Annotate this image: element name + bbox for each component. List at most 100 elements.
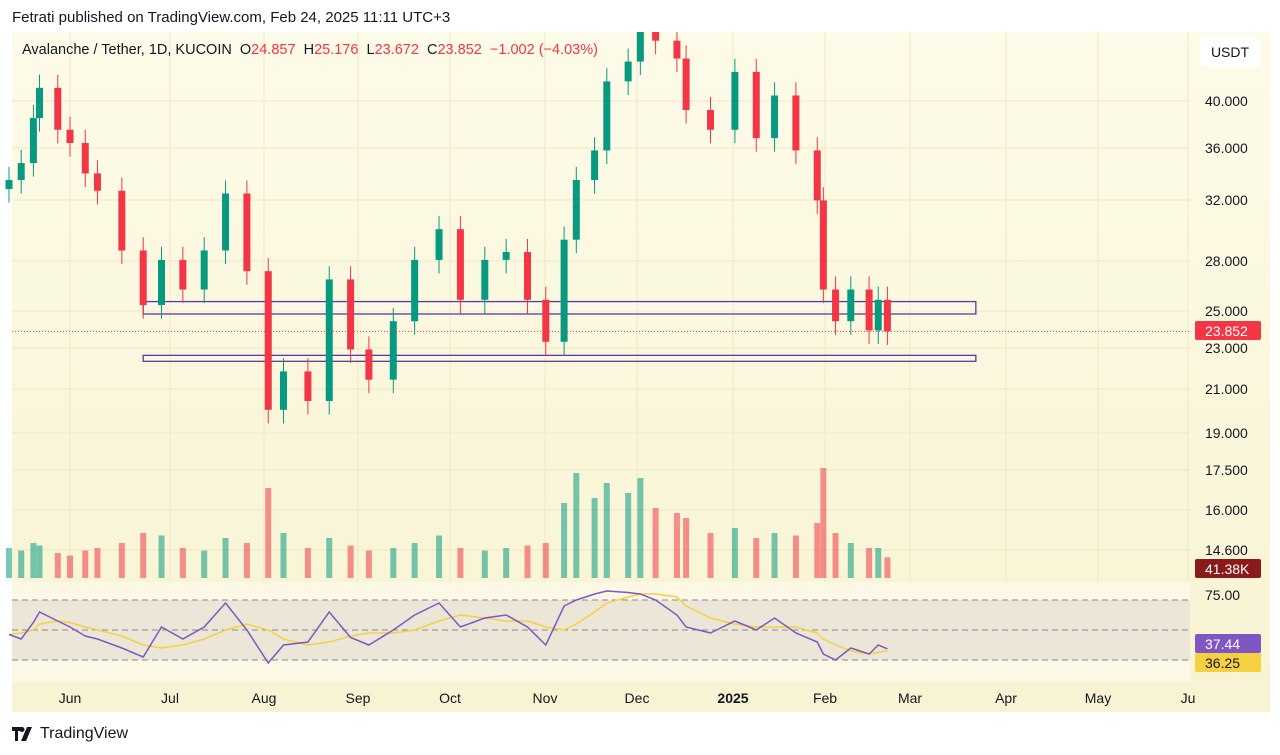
x-tick-label: Nov	[533, 690, 558, 706]
volume-bar	[573, 473, 580, 578]
candle-body	[771, 95, 779, 139]
volume-bar	[436, 535, 443, 578]
candle-body	[411, 259, 419, 322]
volume-bar	[603, 483, 610, 578]
candle-body	[158, 259, 165, 306]
volume-bar	[36, 545, 43, 578]
candle-body	[66, 129, 74, 144]
candle-body	[792, 95, 800, 151]
volume-bar	[625, 493, 632, 578]
volume-badge: 41.38K	[1205, 561, 1250, 577]
volume-bar	[390, 548, 397, 578]
candle-body	[93, 173, 101, 191]
high-label: H	[303, 42, 315, 58]
volume-bar	[179, 548, 186, 578]
candle-body	[81, 143, 89, 174]
y-tick-label: 14.600	[1205, 542, 1248, 558]
candle-body	[304, 371, 312, 401]
candle-body	[365, 349, 373, 380]
candle-body	[874, 299, 882, 331]
volume-bar	[347, 545, 354, 578]
candle-body	[624, 61, 632, 82]
y-tick-label: 23.000	[1205, 340, 1248, 356]
rsi-ma-line	[8, 593, 888, 655]
candle-body	[603, 81, 611, 151]
volume-bar	[30, 543, 37, 578]
volume-bar	[884, 557, 891, 578]
candle-body	[347, 279, 355, 350]
volume-bar	[222, 538, 229, 578]
volume-bar	[118, 543, 125, 578]
volume-bar	[158, 535, 165, 578]
candle-body	[179, 259, 187, 290]
candle-body	[481, 259, 489, 300]
x-tick-label: Feb	[813, 690, 837, 706]
volume-bar	[280, 533, 287, 578]
volume-bar	[771, 533, 778, 578]
candle-body	[636, 32, 644, 62]
candle-body	[572, 180, 580, 240]
close-value: 23.852	[437, 42, 482, 58]
y-tick-label: 40.000	[1205, 93, 1248, 109]
currency-button[interactable]: USDT	[1200, 37, 1260, 67]
volume-bar	[365, 550, 372, 578]
rsi-ma-badge-bg	[1195, 653, 1261, 672]
volume-bar	[304, 548, 311, 578]
volume-bar	[731, 528, 738, 578]
candle-body	[652, 32, 660, 41]
change-value: −1.002 (−4.03%)	[489, 42, 598, 58]
candle-body	[865, 289, 873, 331]
x-tick-label: 2025	[717, 690, 748, 706]
candle-body	[243, 193, 251, 272]
x-tick-label: Aug	[252, 690, 277, 706]
open-value: 24.857	[251, 42, 296, 58]
y-tick-label: 28.000	[1205, 253, 1248, 269]
volume-bar	[481, 550, 488, 578]
y-tick-label: 32.000	[1205, 192, 1248, 208]
y-tick-label: 19.000	[1205, 425, 1248, 441]
y-tick-label: 16.000	[1205, 502, 1248, 518]
volume-bar	[524, 545, 531, 578]
y-tick-label: 21.000	[1205, 381, 1248, 397]
candle-body	[139, 250, 147, 306]
volume-bar	[457, 548, 464, 578]
volume-bar	[18, 550, 25, 578]
ohlc-legend: Avalanche / Tether, 1D, KUCOIN O24.857 H…	[22, 42, 598, 58]
last-price-badge: 23.852	[1205, 323, 1248, 339]
volume-bar	[814, 523, 821, 578]
candle-body	[847, 289, 855, 322]
volume-bar	[542, 543, 549, 578]
volume-bar	[6, 548, 12, 578]
x-tick-label: Apr	[995, 690, 1017, 706]
candle-body	[752, 71, 760, 139]
rsi-value-badge-bg	[1195, 634, 1261, 653]
candle-body	[813, 150, 821, 201]
candle-body	[17, 163, 25, 181]
tradingview-logo-icon	[12, 727, 32, 741]
x-tick-label: Mar	[898, 690, 922, 706]
support-zone	[142, 354, 977, 362]
candle-body	[560, 239, 568, 342]
rsi-value-badge: 37.44	[1205, 636, 1240, 652]
open-label: O	[239, 42, 252, 58]
x-tick-label: Ju	[1181, 690, 1196, 706]
x-tick-label: Oct	[439, 690, 461, 706]
volume-bar	[326, 538, 333, 578]
volume-bar	[673, 513, 680, 578]
volume-bar	[637, 478, 644, 578]
candle-body	[883, 299, 891, 332]
volume-bar	[265, 488, 272, 578]
candle-body	[200, 250, 208, 290]
candle-body	[435, 229, 443, 260]
volume-bar	[591, 498, 598, 578]
rsi-upper-label: 75.00	[1205, 587, 1240, 603]
volume-bar	[82, 550, 89, 578]
close-label: C	[427, 42, 438, 58]
candle-body	[832, 289, 840, 322]
candle-body	[36, 87, 43, 119]
candle-body	[222, 193, 230, 251]
volume-bar	[411, 543, 418, 578]
volume-bar	[792, 535, 799, 578]
candle-body	[819, 200, 827, 290]
